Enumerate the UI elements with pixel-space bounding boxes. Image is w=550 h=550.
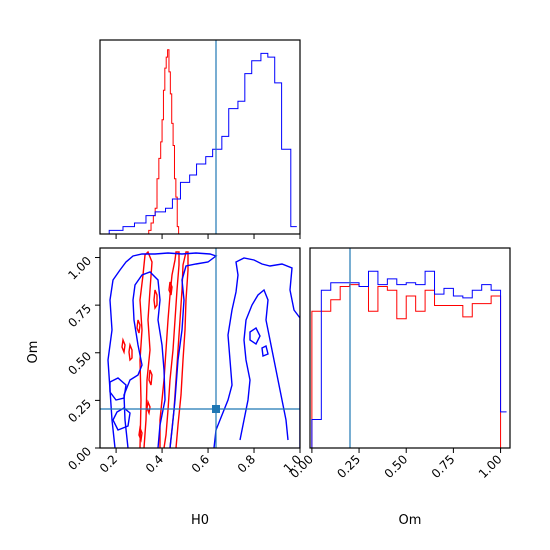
blue-contour-right (213, 257, 300, 448)
red-contour-blob (153, 289, 158, 310)
red-contour-outer (139, 250, 153, 448)
x-axis-label-h0: H0 (191, 513, 209, 528)
blue-contour-left-inner (123, 271, 166, 448)
red-contour-blob (146, 399, 151, 416)
red-histogram-line (311, 284, 507, 448)
truth-marker (212, 405, 220, 413)
contour-y-tick-label: 0.50 (65, 349, 94, 378)
hist-om-tick-label: 0.25 (334, 452, 363, 481)
blue-contour-series (107, 252, 300, 448)
red-contour-blob (121, 337, 126, 355)
hist-h0-frame (99, 39, 301, 235)
red-histogram-line (145, 49, 185, 234)
red-contour-series (121, 250, 189, 448)
hist-om-frame (309, 247, 511, 449)
contour-panel: 0.2 0.4 0.6 0.8 1.00.000.250.500.751.00 H0 O… (26, 247, 304, 528)
hist-om-tick-label: 1.00 (476, 452, 505, 481)
blue-contour-right-blob (261, 344, 269, 357)
blue-contour-right-blob (249, 326, 261, 346)
contour-y-tick-label: 1.00 (65, 254, 94, 283)
contour-x-tick-label: 0.8 (235, 452, 258, 475)
blue-histogram-line (311, 270, 507, 448)
hist-h0-panel (99, 39, 301, 239)
contour-x-tick-label: 0.6 (189, 452, 212, 475)
blue-contour-right-inner (239, 288, 289, 441)
contour-y-tick-label: 0.75 (65, 301, 94, 330)
contour-y-tick-label: 0.25 (65, 397, 94, 426)
blue-contour-left-blob (112, 407, 131, 431)
red-contour-blob (128, 342, 133, 362)
blue-contour-left-blob (109, 377, 127, 401)
x-axis-label-om: Om (399, 513, 422, 528)
hist-om-tick-label: 0.50 (382, 452, 411, 481)
red-contour-blob (138, 425, 143, 443)
hist-om-tick-label: 0.75 (429, 452, 458, 481)
contour-x-tick-label: 0.4 (143, 452, 166, 475)
red-contour-blob (136, 319, 141, 334)
contour-frame (99, 247, 301, 449)
blue-contour-left (107, 252, 218, 448)
contour-x-tick-label: 0.2 (97, 452, 120, 475)
y-axis-label-om: Om (26, 341, 41, 364)
blue-histogram-line (108, 52, 297, 234)
contour-y-tick-label: 0.00 (65, 444, 94, 473)
red-contour-blob (148, 369, 153, 386)
red-contour-blob (168, 281, 173, 296)
hist-om-panel: 0.00 0.25 0.50 0.75 1.00 Om (287, 247, 511, 528)
